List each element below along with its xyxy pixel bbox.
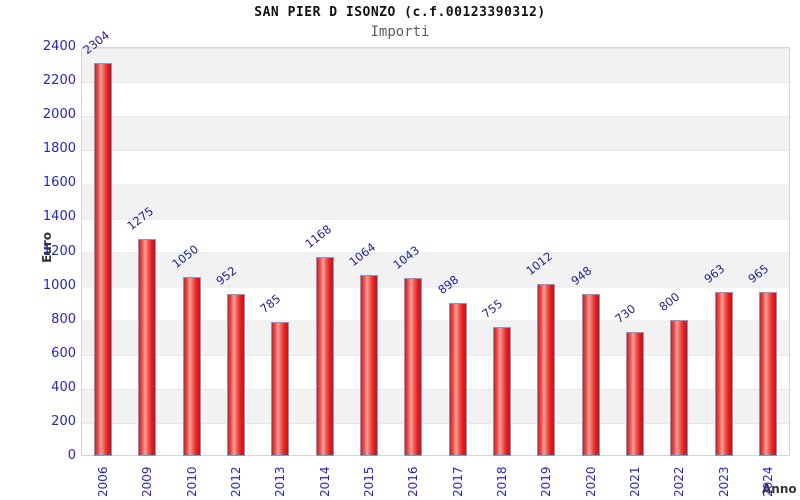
x-tick-label: 2014	[317, 466, 332, 497]
bar	[360, 274, 379, 456]
y-tick-label: 1400	[42, 209, 76, 225]
x-tick-label: 2023	[716, 466, 731, 497]
y-tick-label: 200	[51, 413, 76, 429]
bar	[182, 277, 201, 456]
x-tick-label: 2022	[672, 466, 687, 497]
y-tick-label: 800	[51, 311, 76, 327]
y-tick-label: 400	[51, 379, 76, 395]
y-tick-label: 2400	[42, 39, 76, 54]
x-tick-label: 2015	[362, 466, 377, 497]
bar	[714, 291, 733, 456]
bar	[670, 319, 689, 456]
bar	[581, 294, 600, 456]
y-tick-label: 1200	[42, 243, 76, 259]
bar	[448, 302, 467, 456]
y-tick-label: 0	[67, 448, 76, 463]
bar	[492, 327, 511, 456]
y-tick-label: 600	[51, 345, 76, 361]
bar	[537, 283, 556, 456]
x-tick-label: 2006	[96, 466, 111, 497]
y-tick-label: 2000	[42, 107, 76, 123]
bar	[271, 322, 290, 456]
bar	[138, 238, 157, 456]
chart-subtitle: Importi	[370, 24, 430, 40]
x-axis-label: Anno	[762, 482, 797, 496]
bar	[404, 278, 423, 456]
bar	[758, 291, 777, 456]
bar	[94, 63, 113, 456]
y-tick-label: 1000	[42, 277, 76, 293]
y-tick-label: 1800	[42, 141, 76, 157]
x-tick-label: 2016	[406, 466, 421, 497]
x-tick-label: 2017	[450, 466, 465, 497]
chart-title: SAN PIER D ISONZO (c.f.00123390312)	[254, 5, 546, 20]
x-tick-label: 2010	[184, 466, 199, 497]
y-tick-label: 2200	[42, 73, 76, 89]
x-tick-label: 2021	[627, 466, 642, 497]
y-tick-label: 1600	[42, 175, 76, 191]
x-tick-label: 2013	[273, 466, 288, 497]
x-tick-label: 2024	[760, 466, 775, 497]
bar	[625, 331, 644, 456]
x-tick-label: 2009	[140, 466, 155, 497]
x-tick-label: 2020	[583, 466, 598, 497]
x-tick-label: 2018	[494, 466, 509, 497]
bar	[315, 256, 334, 456]
x-tick-label: 2019	[539, 466, 554, 497]
bar	[227, 293, 246, 456]
x-tick-label: 2012	[229, 466, 244, 497]
